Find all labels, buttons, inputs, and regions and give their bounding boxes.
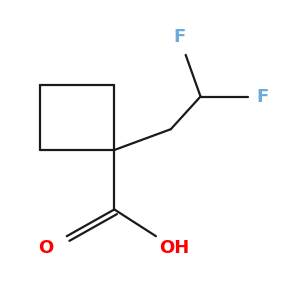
Text: F: F	[257, 88, 269, 106]
Text: F: F	[174, 28, 186, 46]
Text: OH: OH	[159, 239, 189, 257]
Text: O: O	[38, 239, 54, 257]
